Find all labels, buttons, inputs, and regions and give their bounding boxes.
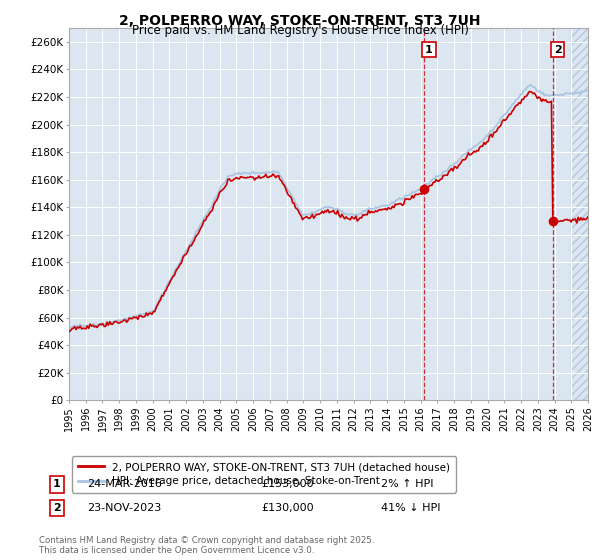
Text: 41% ↓ HPI: 41% ↓ HPI [381, 503, 440, 513]
Text: Contains HM Land Registry data © Crown copyright and database right 2025.
This d: Contains HM Land Registry data © Crown c… [39, 536, 374, 556]
Bar [571, 28, 596, 400]
Text: 1: 1 [425, 45, 433, 54]
Text: Price paid vs. HM Land Registry's House Price Index (HPI): Price paid vs. HM Land Registry's House … [131, 24, 469, 37]
Legend: 2, POLPERRO WAY, STOKE-ON-TRENT, ST3 7UH (detached house), HPI: Average price, d: 2, POLPERRO WAY, STOKE-ON-TRENT, ST3 7UH… [71, 456, 457, 493]
Text: £153,000: £153,000 [261, 479, 314, 489]
Text: 2: 2 [53, 503, 61, 513]
Text: 1: 1 [53, 479, 61, 489]
Text: 2: 2 [554, 45, 562, 54]
Text: £130,000: £130,000 [261, 503, 314, 513]
Bar [571, 28, 596, 400]
Text: 2, POLPERRO WAY, STOKE-ON-TRENT, ST3 7UH: 2, POLPERRO WAY, STOKE-ON-TRENT, ST3 7UH [119, 14, 481, 28]
Text: 24-MAR-2016: 24-MAR-2016 [87, 479, 162, 489]
Text: 23-NOV-2023: 23-NOV-2023 [87, 503, 161, 513]
Text: 2% ↑ HPI: 2% ↑ HPI [381, 479, 433, 489]
